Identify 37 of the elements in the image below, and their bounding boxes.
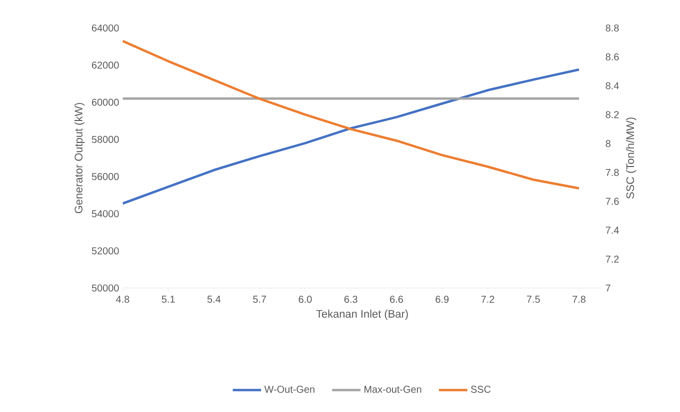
y2-tick-label: 8 [606, 140, 610, 148]
x-tick-label: 7.8 [572, 296, 586, 303]
y2-tick-label: 8.8 [606, 24, 619, 32]
y2-tick-label: 8.6 [606, 53, 619, 60]
x-tick-label: 4.8 [116, 296, 130, 303]
x-axis-title: Tekanan Inlet (Bar) [316, 310, 408, 320]
y2-tick-label: 7.6 [606, 198, 619, 205]
x-tick-label: 6.6 [390, 296, 403, 303]
y-tick-label: 50000 [92, 284, 119, 292]
y-tick-label: 56000 [92, 173, 119, 180]
line-series [122, 68, 580, 205]
x-tick-label: 6.3 [344, 296, 358, 303]
x-tick-label: 7.5 [526, 296, 540, 303]
x-tick-label: 5.1 [162, 296, 175, 303]
y2-tick-label: 7 [606, 284, 610, 292]
legend-label: Max-out-Gen [364, 386, 422, 393]
x-tick-label: 5.4 [207, 296, 221, 303]
x-tick-label: 5.7 [253, 296, 266, 303]
y2-tick-label: 7.8 [606, 168, 619, 176]
y2-tick-label: 7.4 [606, 226, 619, 234]
x-tick-label: 6.0 [298, 296, 312, 303]
line-series [122, 40, 580, 190]
legend-label: SSC [470, 386, 491, 393]
y2-tick-label: 7.2 [606, 256, 619, 263]
y2-tick-label: 8.4 [606, 82, 619, 90]
y2-axis-title: SSC (Ton/h/MW) [626, 118, 636, 199]
y-tick-label: 52000 [92, 247, 119, 254]
legend-label: W-Out-Gen [264, 386, 314, 393]
x-tick-label: 7.2 [481, 296, 494, 303]
x-tick-label: 6.9 [436, 296, 449, 303]
y-tick-label: 64000 [92, 24, 119, 32]
y-axis-title: Generator Output (kW) [74, 102, 85, 214]
y-tick-label: 54000 [92, 210, 119, 218]
y-tick-label: 58000 [92, 136, 119, 143]
y-tick-label: 60000 [92, 98, 119, 106]
y-tick-label: 62000 [92, 62, 119, 69]
y2-tick-label: 8.2 [606, 111, 619, 118]
